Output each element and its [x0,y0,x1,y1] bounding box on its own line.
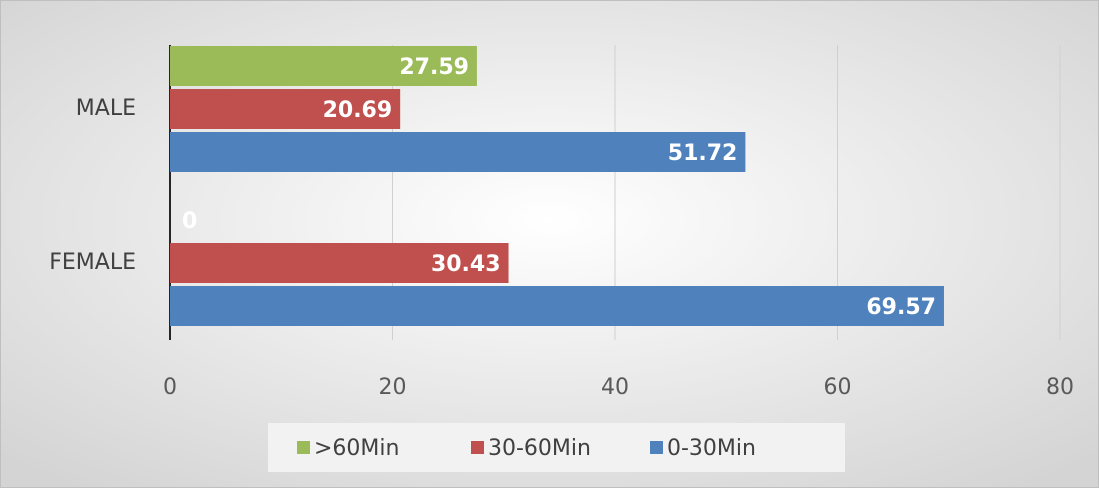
data-label: 30.43 [431,252,501,277]
legend-label: 30-60Min [488,436,591,461]
legend-label: 0-30Min [667,436,756,461]
bar [170,243,509,283]
legend-swatch [297,441,310,454]
legend-swatch [650,441,663,454]
data-label: 0 [182,209,197,234]
x-tick-label: 20 [379,375,407,400]
x-tick-label: 0 [163,375,177,400]
legend-box [268,423,845,472]
data-label: 51.72 [668,141,738,166]
x-tick-label: 40 [601,375,629,400]
bar [170,132,746,172]
bar [170,89,401,129]
bar [170,286,944,326]
category-label: FEMALE [49,250,136,275]
category-label: MALE [76,96,136,121]
x-tick-label: 80 [1046,375,1074,400]
legend-swatch [471,441,484,454]
bar [170,46,477,86]
data-label: 69.57 [866,295,936,320]
data-label: 20.69 [323,98,393,123]
legend-label: >60Min [314,436,399,461]
x-tick-label: 60 [824,375,852,400]
data-label: 27.59 [399,55,469,80]
